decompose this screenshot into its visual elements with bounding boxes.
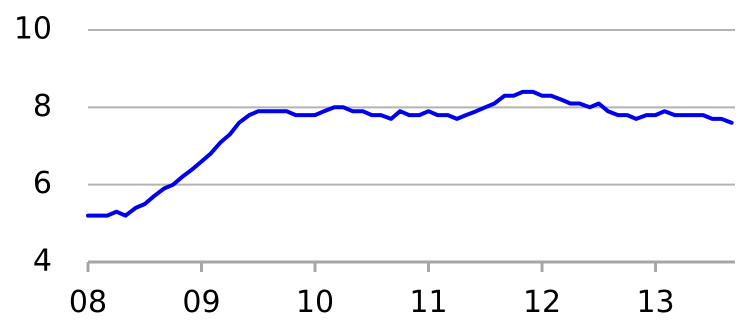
y-tick-label-10: 10 (14, 12, 52, 47)
x-tick-label-11: 11 (409, 285, 447, 320)
x-tick-label-08: 08 (69, 285, 107, 320)
y-tick-label-6: 6 (33, 166, 52, 201)
x-tick-label-13: 13 (636, 285, 674, 320)
gridlines (88, 29, 735, 186)
x-tick-label-09: 09 (182, 285, 220, 320)
series-line-1 (86, 89, 734, 218)
y-axis-labels: 4 6 8 10 (14, 12, 52, 279)
y-tick-label-8: 8 (33, 89, 52, 124)
x-tick-label-12: 12 (523, 285, 561, 320)
y-tick-label-4: 4 (33, 244, 52, 279)
x-axis-labels: 08 09 10 11 12 13 (69, 285, 675, 320)
x-axis (86, 260, 735, 272)
series-layer (86, 89, 734, 218)
x-tick-label-10: 10 (296, 285, 334, 320)
